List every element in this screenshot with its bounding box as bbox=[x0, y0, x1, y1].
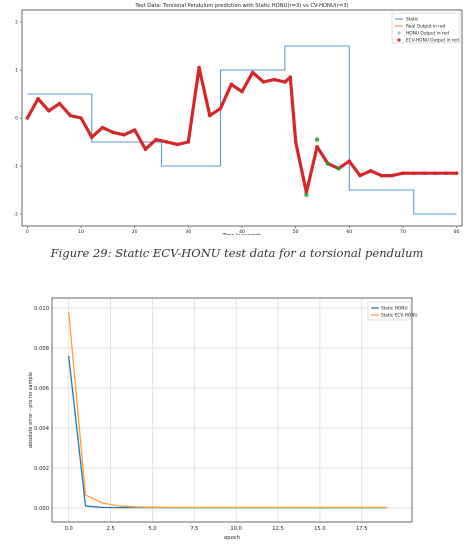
real-output-point bbox=[272, 77, 276, 82]
ecv-honu-output-point bbox=[304, 192, 309, 197]
series-static-ecv-honu-line bbox=[68, 311, 387, 509]
figure-29-chart: Test Data: Torsional Pendulum prediction… bbox=[0, 0, 474, 239]
x-tick-label: 40 bbox=[239, 229, 245, 235]
x-tick-label: 60 bbox=[346, 229, 352, 235]
legend-label: Real Output in red bbox=[406, 24, 446, 30]
real-output-point bbox=[111, 130, 116, 135]
real-output-point bbox=[390, 173, 395, 178]
real-output-point bbox=[250, 70, 255, 75]
real-output-point bbox=[89, 135, 94, 139]
x-tick-label: 7.5 bbox=[190, 526, 198, 532]
real-output-point bbox=[293, 140, 298, 144]
x-tick-label: 15.0 bbox=[314, 526, 326, 532]
x-tick-label: 10.0 bbox=[230, 526, 242, 532]
real-output-point bbox=[454, 171, 459, 175]
real-output-point bbox=[143, 147, 148, 151]
error-chart: 0.0 2.5 5.0 7.5 10.0 12.5 15.0 17.5 0.000 0.002 0.… bbox=[0, 296, 474, 544]
y-axis-label: absolute error - pro no sample bbox=[28, 372, 34, 448]
y-tick-label: 0.002 bbox=[34, 466, 49, 472]
real-output-point bbox=[175, 142, 180, 147]
plot-frame bbox=[51, 297, 413, 523]
legend-label: ECV-HONU Output in red bbox=[406, 38, 459, 44]
y-tick-label: 0.010 bbox=[34, 306, 49, 312]
real-output-point bbox=[358, 173, 362, 178]
real-output-point bbox=[197, 65, 201, 70]
real-output-point bbox=[240, 89, 244, 94]
x-tick-label: 80 bbox=[454, 229, 460, 235]
real-output-point bbox=[288, 75, 293, 79]
real-output-point bbox=[411, 171, 416, 175]
real-output-point bbox=[57, 101, 62, 106]
real-output-point bbox=[79, 116, 83, 120]
chart-title: Test Data: Torsional Pendulum prediction… bbox=[134, 3, 348, 9]
x-tick-label: 50 bbox=[293, 229, 299, 235]
y-tick-label: -2 bbox=[13, 212, 18, 218]
real-output-point bbox=[36, 97, 40, 101]
error-chart-svg: 0.0 2.5 5.0 7.5 10.0 12.5 15.0 17.5 0.000 0.002 0.… bbox=[28, 297, 418, 541]
figure-29-caption: Figure 29: Static ECV-HONU test data for… bbox=[50, 246, 424, 260]
y-tick-label: 0 bbox=[15, 116, 18, 122]
real-output-point bbox=[47, 109, 51, 113]
real-output-point bbox=[261, 80, 266, 84]
x-tick-label: 10 bbox=[78, 229, 84, 235]
real-output-point bbox=[422, 171, 427, 175]
real-output-point bbox=[186, 140, 191, 144]
real-output-point bbox=[165, 140, 169, 144]
legend-box bbox=[391, 12, 461, 44]
legend-label: Static HONU bbox=[381, 306, 408, 312]
legend-label: Static ECV-HONU bbox=[381, 313, 418, 319]
x-tick-label: 0.0 bbox=[65, 526, 73, 532]
real-output-point bbox=[433, 171, 437, 175]
real-output-point bbox=[122, 133, 126, 137]
y-tick-label: 0.004 bbox=[34, 426, 50, 432]
real-output-point bbox=[154, 137, 158, 142]
legend-label: Static bbox=[406, 17, 419, 23]
ecv-honu-output-point bbox=[336, 166, 341, 171]
x-tick-label: 20 bbox=[132, 229, 138, 235]
real-output-point bbox=[368, 169, 373, 173]
x-tick-label: 12.5 bbox=[272, 526, 284, 532]
y-tick-label: 2 bbox=[15, 20, 18, 26]
real-output-point bbox=[444, 171, 448, 175]
real-output-point bbox=[218, 106, 223, 111]
real-output-point bbox=[25, 116, 30, 120]
legend-marker bbox=[397, 31, 401, 35]
real-output-point bbox=[132, 128, 137, 132]
x-tick-label: 70 bbox=[400, 229, 406, 235]
real-output-point bbox=[68, 113, 73, 118]
ecv-honu-output-point bbox=[325, 161, 331, 166]
x-axis-label: epoch bbox=[224, 535, 240, 541]
real-output-point bbox=[208, 113, 212, 118]
series-static-honu-line bbox=[68, 355, 387, 509]
x-tick-label: 30 bbox=[185, 229, 191, 235]
real-output-point bbox=[401, 171, 405, 175]
pendulum-chart-svg: Test Data: Torsional Pendulum prediction… bbox=[13, 3, 463, 239]
x-tick-label: 0 bbox=[26, 229, 29, 235]
y-tick-label: 0.008 bbox=[34, 346, 49, 352]
real-output-point bbox=[283, 80, 287, 84]
ecv-honu-output-point bbox=[314, 137, 320, 142]
real-output-point bbox=[315, 145, 319, 149]
y-tick-label: 0.006 bbox=[34, 386, 49, 392]
x-tick-label: 2.5 bbox=[106, 526, 114, 532]
legend-marker bbox=[397, 38, 401, 42]
legend-label: HONU Output in red bbox=[406, 31, 449, 37]
x-tick-label: 17.5 bbox=[356, 526, 368, 532]
y-tick-label: 1 bbox=[15, 68, 18, 74]
series-static-line bbox=[27, 45, 457, 215]
x-tick-label: 5.0 bbox=[148, 526, 156, 532]
real-output-point bbox=[229, 82, 234, 87]
real-output-point bbox=[347, 159, 352, 163]
y-tick-label: 0.000 bbox=[34, 506, 49, 512]
y-tick-label: -1 bbox=[13, 164, 18, 170]
real-output-point bbox=[379, 173, 384, 178]
real-output-point bbox=[100, 125, 105, 130]
